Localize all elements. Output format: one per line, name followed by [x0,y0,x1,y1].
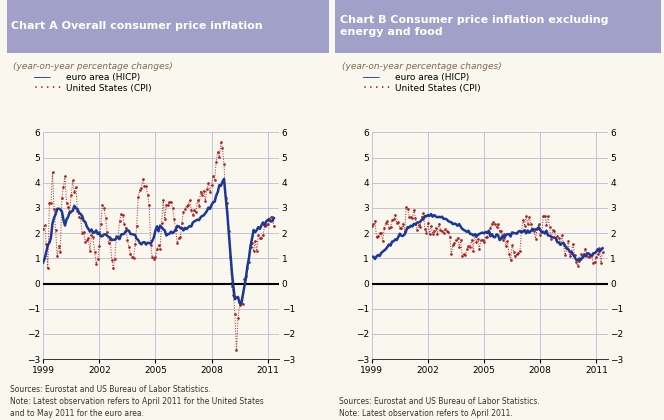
Text: ·····: ····· [33,83,68,93]
Text: Chart A Overall consumer price inflation: Chart A Overall consumer price inflation [11,21,263,31]
Text: ───: ─── [362,73,385,83]
Text: United States (CPI): United States (CPI) [395,84,481,93]
Text: Chart B Consumer price inflation excluding
energy and food: Chart B Consumer price inflation excludi… [340,16,609,37]
Text: Sources: Eurostat and US Bureau of Labor Statistics.
Note: Latest observation re: Sources: Eurostat and US Bureau of Labor… [10,385,264,418]
Text: (year-on-year percentage changes): (year-on-year percentage changes) [13,62,173,71]
Text: euro area (HICP): euro area (HICP) [395,73,469,82]
Text: ·····: ····· [362,83,397,93]
Text: United States (CPI): United States (CPI) [66,84,152,93]
Text: euro area (HICP): euro area (HICP) [66,73,141,82]
Text: ───: ─── [33,73,56,83]
Text: Sources: Eurostat and US Bureau of Labor Statistics.
Note: Latest observation re: Sources: Eurostat and US Bureau of Labor… [339,397,539,418]
Text: (year-on-year percentage changes): (year-on-year percentage changes) [342,62,502,71]
